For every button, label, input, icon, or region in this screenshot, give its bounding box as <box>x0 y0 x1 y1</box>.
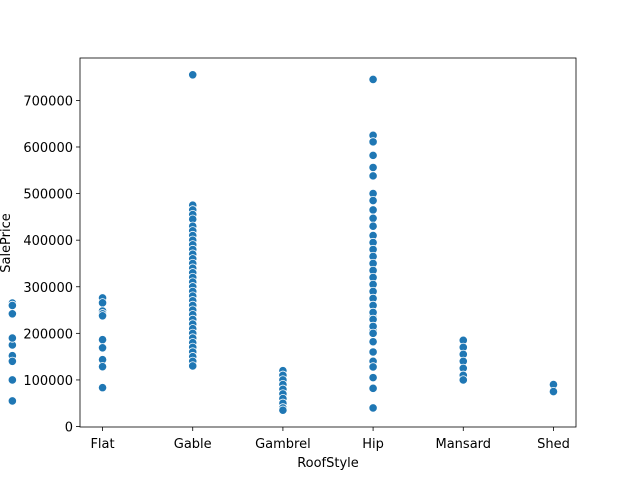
point <box>368 74 378 85</box>
point <box>97 335 108 345</box>
point <box>7 375 17 385</box>
point <box>368 362 378 372</box>
point <box>368 195 378 206</box>
y-axis-label: SalePrice <box>0 213 14 273</box>
point <box>188 70 198 80</box>
point <box>368 328 378 338</box>
point <box>368 383 378 393</box>
point <box>368 137 378 147</box>
point <box>368 221 378 231</box>
x-tick-label: Hip <box>362 437 384 452</box>
point <box>97 343 108 353</box>
x-tick-label: Shed <box>537 437 570 452</box>
point <box>368 373 378 383</box>
point <box>458 375 468 385</box>
point <box>7 300 17 310</box>
point <box>368 347 378 357</box>
point <box>188 361 198 371</box>
point <box>368 403 378 413</box>
point <box>278 405 288 415</box>
point <box>548 386 559 397</box>
y-tick-label: 600000 <box>23 141 73 156</box>
y-tick-label: 200000 <box>23 327 73 342</box>
point <box>368 171 378 181</box>
point <box>368 162 378 173</box>
y-tick-label: 0 <box>65 421 73 436</box>
point <box>7 333 17 343</box>
y-tick-label: 500000 <box>23 188 73 203</box>
point <box>368 150 378 160</box>
y-tick-label: 300000 <box>23 281 73 296</box>
point <box>7 396 17 406</box>
point <box>7 309 17 319</box>
point <box>97 311 108 321</box>
point <box>97 362 108 372</box>
point <box>368 205 378 215</box>
point <box>7 356 17 366</box>
point <box>368 213 378 223</box>
point <box>97 383 108 393</box>
x-tick-label: Gable <box>174 437 212 452</box>
x-axis-label: RoofStyle <box>297 456 359 471</box>
x-tick-label: Mansard <box>436 437 492 452</box>
point <box>368 337 378 347</box>
point <box>97 298 108 308</box>
y-tick-label: 700000 <box>23 94 73 109</box>
y-tick-label: 100000 <box>23 374 73 389</box>
y-tick-label: 400000 <box>23 234 73 249</box>
x-tick-label: Flat <box>90 437 114 452</box>
plot-frame <box>79 57 577 428</box>
x-tick-label: Gambrel <box>255 437 311 452</box>
